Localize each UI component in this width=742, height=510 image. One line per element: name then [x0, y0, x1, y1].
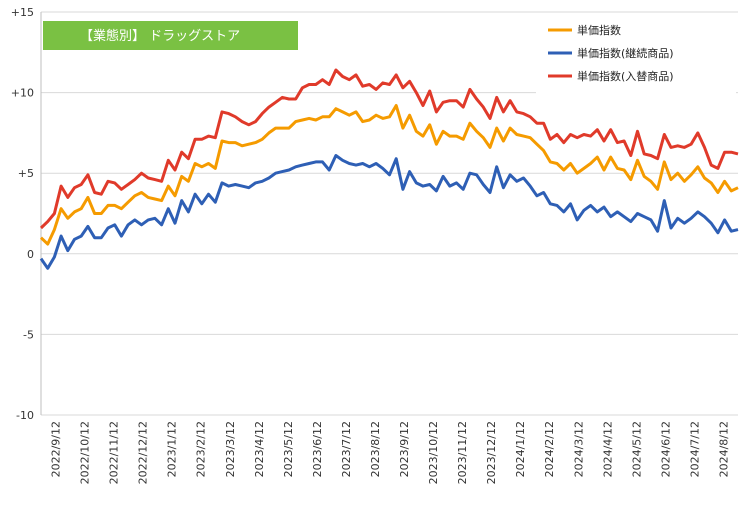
x-tick-label: 2024/7/12 [688, 421, 701, 477]
x-tick-label: 2022/12/12 [137, 421, 150, 484]
y-tick-label: +5 [18, 167, 34, 180]
x-tick-label: 2023/9/12 [398, 421, 411, 477]
x-tick-label: 2023/3/12 [224, 421, 237, 477]
x-tick-label: 2024/4/12 [601, 421, 614, 477]
x-tick-label: 2024/8/12 [717, 421, 730, 477]
x-tick-label: 2022/9/12 [50, 421, 63, 477]
y-tick-label: -10 [16, 409, 34, 422]
x-tick-label: 2023/1/12 [166, 421, 179, 477]
x-tick-label: 2024/2/12 [543, 421, 556, 477]
legend-label: 単価指数 [577, 23, 621, 37]
chart-title-box: 【業態別】 ドラッグストア [43, 21, 298, 50]
x-tick-label: 2023/5/12 [282, 421, 295, 477]
x-tick-label: 2023/7/12 [340, 421, 353, 477]
y-tick-label: +10 [11, 87, 34, 100]
x-tick-label: 2024/6/12 [659, 421, 672, 477]
series-line-2 [39, 154, 739, 270]
x-tick-label: 2022/10/12 [79, 421, 92, 484]
x-tick-label: 2022/11/12 [108, 421, 121, 484]
series-lines [39, 68, 739, 270]
x-tick-label: 2023/12/12 [485, 421, 498, 484]
legend-label: 単価指数(継続商品) [577, 46, 674, 60]
y-tick-label: +15 [11, 6, 34, 19]
y-tick-label: -5 [23, 328, 34, 341]
x-tick-label: 2024/1/12 [514, 421, 527, 477]
series-line-3 [39, 68, 739, 230]
x-tick-label: 2023/6/12 [311, 421, 324, 477]
x-tick-label: 2023/11/12 [456, 421, 469, 484]
x-tick-label: 2023/4/12 [253, 421, 266, 477]
x-axis: 2022/9/12 2022/10/12 2022/11/12 2022/12/12 2… [50, 421, 731, 484]
chart-title: 【業態別】 ドラッグストア [80, 28, 240, 44]
y-axis: +15 +10 +5 0 -5 -10 [11, 6, 34, 422]
x-tick-label: 2023/2/12 [195, 421, 208, 477]
x-tick-label: 2023/8/12 [369, 421, 382, 477]
legend-label: 単価指数(入替商品) [577, 69, 674, 83]
x-tick-label: 2024/5/12 [630, 421, 643, 477]
x-tick-label: 2023/10/12 [427, 421, 440, 484]
x-tick-label: 2024/3/12 [572, 421, 585, 477]
y-tick-label: 0 [27, 248, 34, 261]
series-line-1 [39, 104, 739, 246]
